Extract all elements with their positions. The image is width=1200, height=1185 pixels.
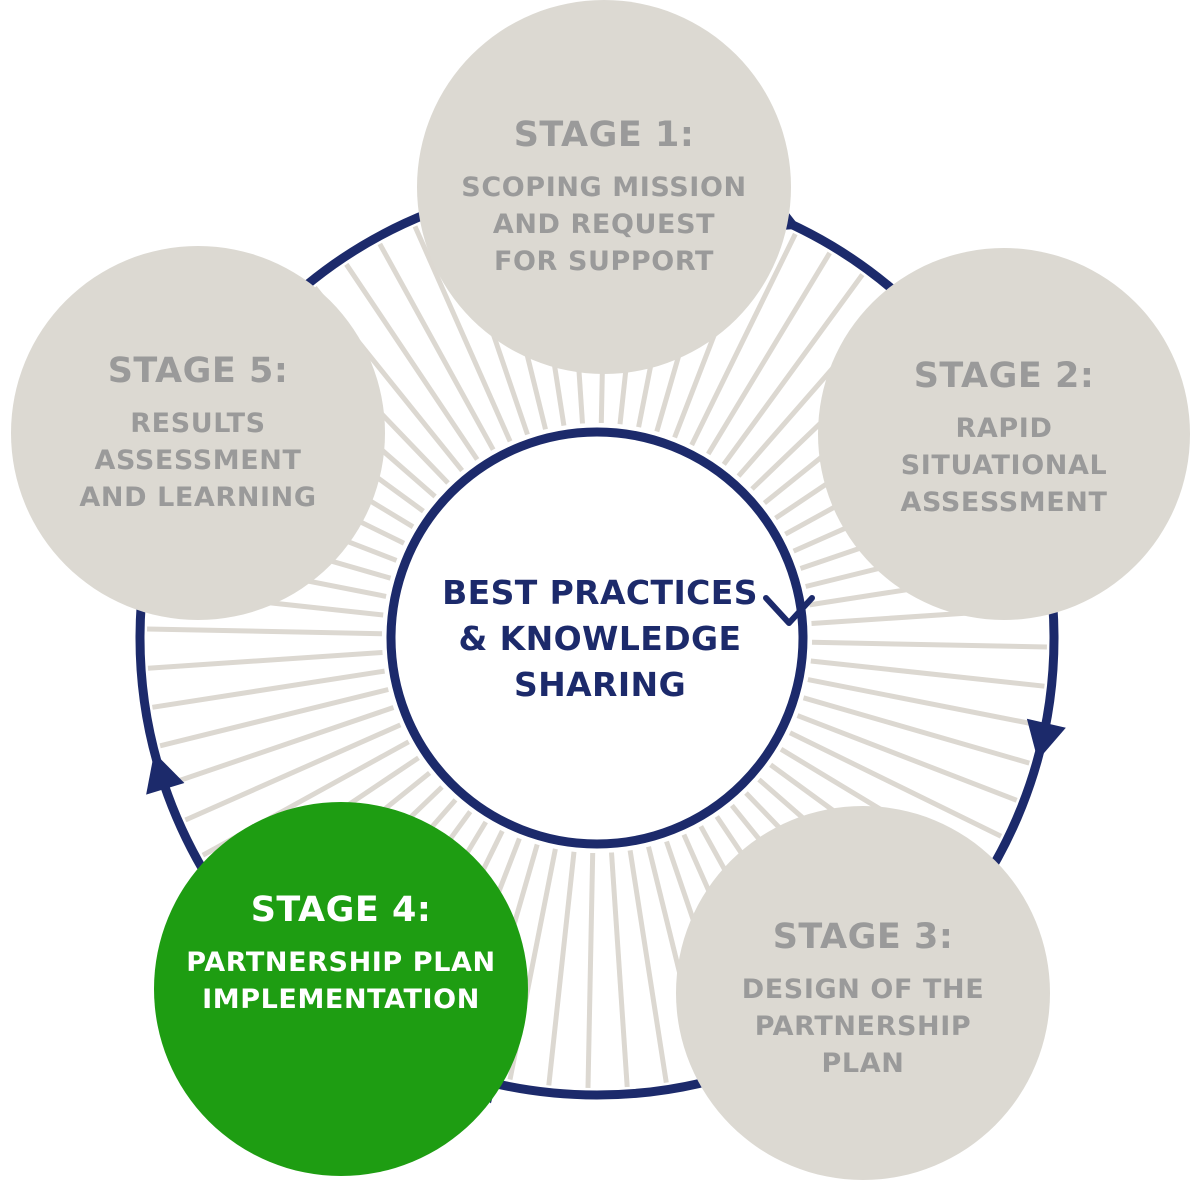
stage-1-description: SCOPING MISSION AND REQUEST FOR SUPPORT [461,169,746,280]
stage-3-circle: STAGE 3: DESIGN OF THE PARTNERSHIP PLAN [676,806,1050,1180]
stage-1-line-1: SCOPING MISSION [461,171,747,203]
stage-3-line-1: DESIGN OF THE [741,973,985,1005]
stage-1-line-3: FOR SUPPORT [493,245,715,277]
stage-5-title: STAGE 5: [107,350,289,391]
cycle-arrow-icon [146,752,185,795]
stage-2-circle: STAGE 2: RAPID SITUATIONAL ASSESSMENT [818,248,1190,620]
spoke-line [706,251,832,456]
stage-2-line-1: RAPID [955,412,1053,444]
spoke-line [152,668,385,710]
stage-2-description: RAPID SITUATIONAL ASSESSMENT [900,410,1107,521]
center-line-2: & KNOWLEDGE [458,619,742,658]
spoke-line [721,273,865,466]
spoke-line [159,687,389,749]
spoke-line [147,650,383,671]
stage-4-circle: STAGE 4: PARTNERSHIP PLAN IMPLEMENTATION [154,802,528,1176]
center-circle [386,427,808,849]
cycle-arrow-icon [1026,718,1066,761]
stage-5-circle: STAGE 5: RESULTS ASSESSMENT AND LEARNING [11,246,385,620]
stage-2-line-2: SITUATIONAL [900,449,1108,481]
center-line-1: BEST PRACTICES [442,573,758,612]
spoke-line [344,262,480,461]
stage-4-line-1: PARTNERSHIP PLAN [186,947,496,978]
stage-3-line-2: PARTNERSHIP [754,1010,972,1042]
spoke-line [811,639,1047,650]
stage-3-description: DESIGN OF THE PARTNERSHIP PLAN [742,971,985,1082]
stage-5-description: RESULTS ASSESSMENT AND LEARNING [79,405,316,516]
spoke-line [627,850,669,1083]
center-cycle-arrow-icon [763,595,815,626]
spoke-line [788,730,1003,839]
spoke-line [802,695,1030,766]
stage-5-line-2: ASSESSMENT [94,444,302,476]
spoke-line [796,713,1018,803]
spoke-line [170,705,395,786]
stage-3-line-3: PLAN [821,1047,905,1079]
stage-5-line-3: AND LEARNING [79,481,317,513]
spoke-line [147,626,383,637]
spoke-line [546,851,577,1086]
spoke-line [807,677,1039,728]
spoke-line [585,852,596,1088]
stage-1-circle: STAGE 1: SCOPING MISSION AND REQUEST FOR… [417,0,791,374]
stage-2-title: STAGE 2: [913,355,1095,396]
center-line-3: SHARING [513,665,687,704]
spoke-line [810,658,1045,689]
stage-5-line-1: RESULTS [130,407,266,439]
spoke-line [689,232,798,447]
stage-2-line-3: ASSESSMENT [900,486,1108,518]
center-title: BEST PRACTICES & KNOWLEDGE SHARING [400,570,800,708]
stage-1-line-2: AND REQUEST [492,208,716,240]
stage-3-title: STAGE 3: [772,916,954,957]
spoke-line [377,242,496,451]
stage-1-title: STAGE 1: [513,114,695,155]
spoke-line [184,722,402,823]
stage-4-line-2: IMPLEMENTATION [202,984,480,1015]
spoke-line [412,225,513,443]
spoke-line [609,852,630,1088]
stage-4-title: STAGE 4: [250,890,432,930]
stage-4-description: PARTNERSHIP PLAN IMPLEMENTATION [186,944,495,1018]
